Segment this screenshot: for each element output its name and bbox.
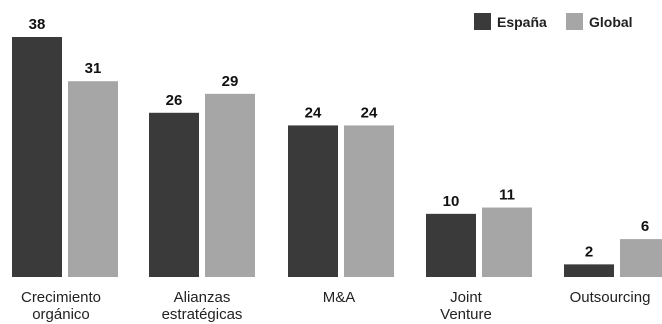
- legend-swatch: [566, 13, 583, 30]
- bar-global-4: [620, 239, 662, 277]
- category-label: Alianzas: [174, 289, 231, 306]
- value-label: 11: [499, 187, 515, 204]
- bar-espaa-3: [426, 213, 476, 277]
- bar-global-0: [68, 81, 118, 277]
- bar-espaa-0: [12, 37, 62, 277]
- bar-global-1: [205, 93, 255, 277]
- value-label: 6: [641, 218, 649, 235]
- legend-label: España: [497, 14, 547, 30]
- bar-espaa-2: [288, 125, 338, 277]
- legend: España Global: [474, 13, 633, 30]
- category-label: Crecimiento: [21, 289, 101, 306]
- bar-global-3: [482, 207, 532, 277]
- bars: [12, 37, 662, 277]
- category-label: orgánico: [32, 306, 90, 323]
- value-label: 2: [585, 243, 593, 260]
- category-label: M&A: [323, 289, 356, 306]
- bar-espaa-1: [149, 112, 199, 277]
- legend-label: Global: [589, 14, 633, 30]
- legend-swatch: [474, 13, 491, 30]
- category-label: Venture: [440, 306, 492, 323]
- value-label: 26: [166, 92, 183, 109]
- value-label: 24: [305, 104, 322, 121]
- bar-global-2: [344, 125, 394, 277]
- value-label: 10: [443, 193, 460, 210]
- category-label: Outsourcing: [570, 289, 651, 306]
- value-label: 38: [29, 16, 46, 33]
- value-label: 29: [222, 73, 239, 90]
- bar-espaa-4: [564, 264, 614, 277]
- value-label: 31: [85, 60, 102, 77]
- value-label: 24: [361, 104, 378, 121]
- category-label: estratégicas: [162, 306, 243, 323]
- category-label: Joint: [450, 289, 483, 306]
